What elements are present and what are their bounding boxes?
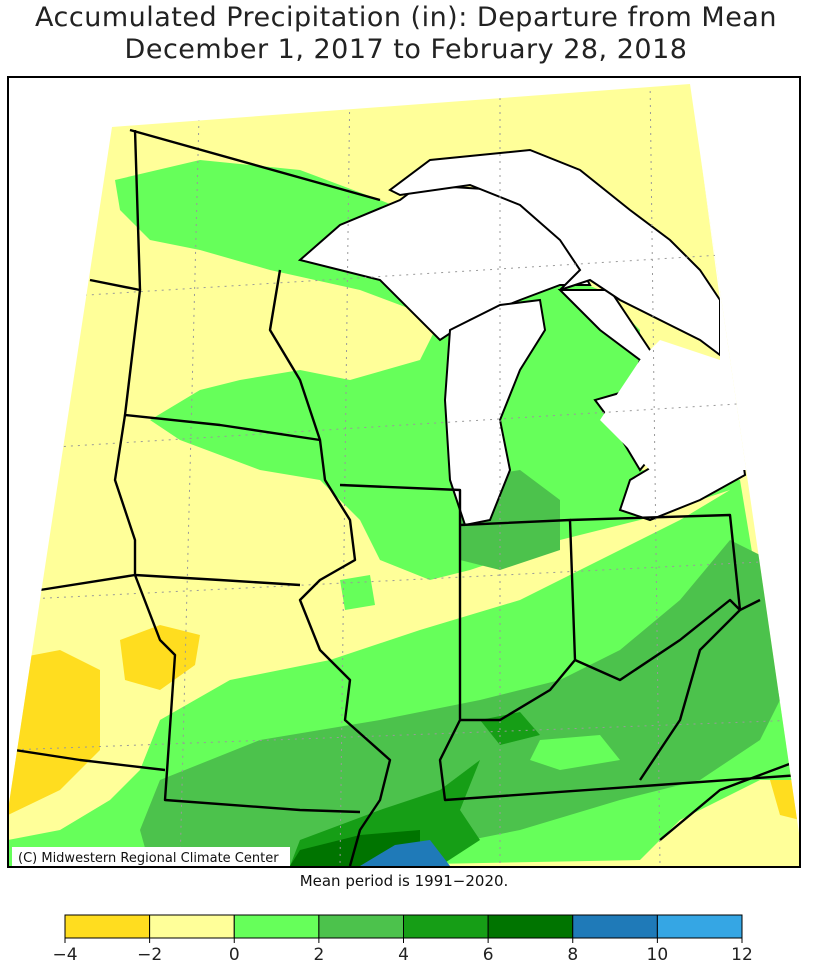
colorbar: −4 −2 0 2 4 6 8 10 12 bbox=[52, 914, 753, 965]
colorbar-segment bbox=[233, 914, 320, 939]
title: Accumulated Precipitation (in): Departur… bbox=[35, 2, 777, 33]
colorbar-tick-label: 0 bbox=[229, 945, 240, 965]
mean-period-note: Mean period is 1991−2020. bbox=[300, 872, 509, 890]
colorbar-segment bbox=[149, 914, 235, 939]
colorbar-tick-label: −2 bbox=[137, 945, 162, 965]
colorbar-tick-label: −4 bbox=[52, 945, 77, 965]
colorbar-tick-label: 6 bbox=[483, 945, 494, 965]
colorbar-segment bbox=[656, 914, 743, 939]
colorbar-segment bbox=[572, 914, 658, 939]
colorbar-segment bbox=[318, 914, 404, 939]
colorbar-segment bbox=[64, 914, 151, 939]
map bbox=[7, 76, 801, 868]
colorbar-tick-label: 10 bbox=[647, 945, 669, 965]
colorbar-tick-label: 8 bbox=[567, 945, 578, 965]
subtitle: December 1, 2017 to February 28, 2018 bbox=[125, 34, 688, 65]
colorbar-tick-label: 4 bbox=[398, 945, 409, 965]
colorbar-tick-label: 12 bbox=[731, 945, 753, 965]
colorbar-segment bbox=[403, 914, 489, 939]
colorbar-tick-label: 2 bbox=[313, 945, 324, 965]
colorbar-segment bbox=[487, 914, 574, 939]
credit: (C) Midwestern Regional Climate Center bbox=[18, 851, 279, 866]
